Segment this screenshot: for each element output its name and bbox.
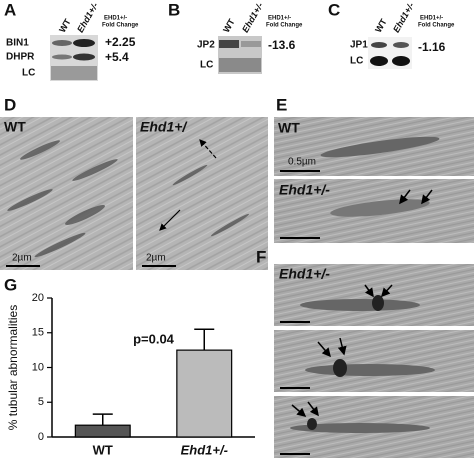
em-image [274, 117, 474, 243]
annotation: p=0.04 [133, 331, 175, 346]
panel-label: D [4, 95, 16, 114]
blot [368, 37, 412, 69]
row-label: LC [350, 56, 363, 67]
panel-label: B [168, 0, 180, 19]
row-label: LC [200, 60, 213, 71]
panel-label: F [256, 247, 266, 266]
x-tick-label: WT [93, 442, 113, 457]
scale-label: 0.5µm [288, 157, 316, 168]
row-label: BIN1 [6, 38, 29, 49]
fold-value: -1.16 [418, 40, 446, 54]
em-image [0, 117, 268, 270]
fold-header: Fold Change [418, 23, 455, 29]
x-tick-label: Ehd1+/- [181, 442, 228, 457]
bar [176, 349, 233, 438]
lane-label: Ehd1+/- [240, 1, 265, 34]
fold-header: Fold Change [266, 23, 303, 29]
panel-label: A [4, 0, 16, 19]
scale-label: 2µm [12, 253, 32, 264]
fold-header: EHD1+/- [268, 16, 291, 22]
bar [74, 424, 131, 438]
panel-label: C [328, 0, 340, 19]
row-label: JP2 [197, 40, 215, 51]
image-label: WT [4, 119, 26, 135]
scale-label: 2µm [146, 253, 166, 264]
fold-value: -13.6 [268, 38, 296, 52]
y-tick-label: 5 [38, 396, 44, 408]
blot [218, 36, 262, 74]
lane-label: Ehd1+/- [391, 1, 416, 34]
fold-header: Fold Change [102, 23, 139, 29]
lane-label: WT [373, 17, 389, 35]
bar-chart: 0 5 10 15 20 % tubular abnormalities p=0.04 WT E… [6, 292, 255, 457]
fold-value: +2.25 [105, 35, 136, 49]
image-label: WT [278, 120, 300, 136]
y-tick-label: 20 [32, 292, 44, 304]
row-label: DHPR [6, 52, 35, 63]
fold-header: EHD1+/- [420, 16, 443, 22]
panel-label: G [4, 275, 17, 294]
y-tick-label: 15 [32, 327, 44, 339]
panel-label: E [276, 95, 287, 114]
row-label: JP1 [350, 40, 368, 51]
row-label: LC [22, 68, 35, 79]
image-label: Ehd1+/ [140, 119, 188, 135]
lane-label: WT [221, 17, 237, 35]
image-label: Ehd1+/- [279, 182, 330, 198]
em-image [274, 264, 474, 458]
fold-value: +5.4 [105, 50, 129, 64]
y-axis-title: % tubular abnormalities [6, 305, 20, 430]
image-label: Ehd1+/- [279, 266, 330, 282]
blot [50, 35, 98, 81]
lane-label: Ehd1+/- [75, 1, 100, 34]
fold-header: EHD1+/- [104, 16, 127, 22]
y-tick-label: 0 [38, 431, 44, 443]
lane-label: WT [57, 17, 73, 35]
y-tick-label: 10 [32, 361, 44, 373]
